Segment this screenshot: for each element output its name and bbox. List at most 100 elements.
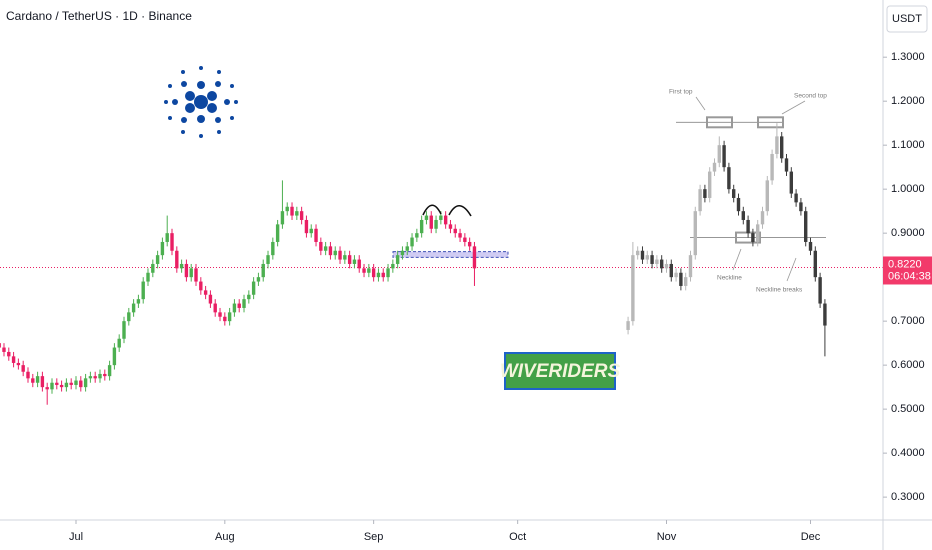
- y-tick-label: 1.1000: [891, 139, 925, 151]
- logo-dot: [181, 130, 185, 134]
- candle-body: [415, 233, 419, 238]
- arrow: [732, 248, 742, 271]
- candle-body: [295, 211, 299, 216]
- candle-body: [141, 281, 145, 300]
- candle-body: [59, 384, 64, 388]
- candles-layer: [0, 123, 827, 405]
- y-tick-label: 0.6000: [891, 359, 925, 371]
- top-arc: [422, 204, 442, 216]
- candle-body: [83, 378, 88, 388]
- candle-body: [117, 338, 121, 348]
- candle-body: [271, 241, 275, 256]
- candle-body: [410, 237, 414, 247]
- candle-body: [299, 211, 304, 220]
- candle-body: [751, 233, 755, 242]
- candle-body: [395, 255, 400, 264]
- candle-body: [136, 299, 141, 304]
- candle-body: [756, 224, 760, 242]
- watermark-box: [504, 352, 616, 390]
- logo-dot: [224, 99, 230, 105]
- candle-body: [347, 255, 352, 264]
- candle-body: [650, 255, 654, 264]
- candle-body: [237, 303, 241, 308]
- logo-dot: [172, 99, 178, 105]
- candle-body: [64, 382, 69, 388]
- x-tick-label: Dec: [801, 531, 821, 543]
- candle-body: [664, 263, 669, 269]
- y-tick-label: 0.3000: [891, 491, 925, 503]
- candle-body: [2, 347, 6, 352]
- y-tick-label: 0.7000: [891, 315, 925, 327]
- candle-body: [823, 303, 827, 326]
- support-zone: [392, 251, 509, 258]
- candle-body: [242, 299, 246, 308]
- candle-body: [467, 241, 472, 247]
- candle-body: [35, 376, 40, 383]
- logo-dot: [207, 103, 217, 113]
- logo-dot: [181, 117, 187, 123]
- candle-body: [458, 233, 462, 238]
- candle-body: [103, 373, 107, 377]
- candle-body: [765, 180, 770, 212]
- candle-body: [352, 259, 357, 264]
- candle-body: [333, 250, 337, 256]
- cardano-logo: [164, 66, 238, 138]
- candle-body: [170, 233, 174, 251]
- chart-title: Cardano / TetherUS · 1D · Binance: [6, 9, 192, 23]
- arrow: [786, 257, 797, 282]
- candle-body: [309, 228, 313, 234]
- logo-dot: [217, 70, 221, 74]
- candle-body: [189, 268, 193, 278]
- candle-body: [376, 272, 381, 278]
- candle-body: [251, 281, 256, 295]
- last-price-box: [883, 256, 932, 285]
- logo-dot: [181, 70, 185, 74]
- candle-body: [357, 259, 361, 269]
- candle-body: [16, 362, 21, 366]
- candle-body: [429, 215, 433, 229]
- candle-body: [679, 272, 683, 286]
- candle-body: [645, 255, 649, 260]
- candle-body: [794, 193, 798, 203]
- currency: USDT: [892, 13, 922, 25]
- candle-body: [338, 250, 342, 260]
- logo-dot: [207, 91, 217, 101]
- logo-dot: [215, 117, 221, 123]
- candle-body: [127, 312, 131, 322]
- candle-body: [674, 272, 678, 278]
- logo-dot: [168, 84, 172, 88]
- candle-body: [155, 255, 160, 264]
- logo-dot: [230, 116, 234, 120]
- x-tick-label: Sep: [364, 531, 384, 543]
- logo-dot: [197, 115, 205, 123]
- candle-body: [7, 351, 11, 357]
- x-tick-label: Jul: [69, 531, 83, 543]
- candle-body: [717, 145, 721, 163]
- candle-body: [199, 281, 203, 291]
- candle-body: [631, 255, 635, 322]
- x-tick-label: Aug: [215, 531, 235, 543]
- countdown: 06:04:38: [888, 270, 931, 282]
- candle-body: [74, 380, 78, 385]
- candle-body: [770, 153, 774, 181]
- candle-body: [698, 189, 702, 212]
- candle-body: [703, 189, 707, 198]
- candle-body: [247, 294, 251, 300]
- candle-body: [112, 347, 117, 366]
- candle-body: [381, 272, 385, 278]
- logo-dot: [199, 66, 203, 70]
- candle-body: [290, 206, 294, 216]
- candle-body: [400, 250, 405, 256]
- candle-body: [804, 211, 808, 242]
- candle-body: [122, 321, 126, 339]
- candle-body: [98, 373, 102, 379]
- candle-body: [443, 215, 448, 225]
- logo-dot: [168, 116, 172, 120]
- arrow: [695, 96, 706, 111]
- candle-body: [107, 365, 112, 377]
- candle-body: [184, 263, 189, 278]
- candle-body: [50, 382, 54, 390]
- currency-box: [886, 5, 928, 33]
- candle-body: [789, 171, 794, 194]
